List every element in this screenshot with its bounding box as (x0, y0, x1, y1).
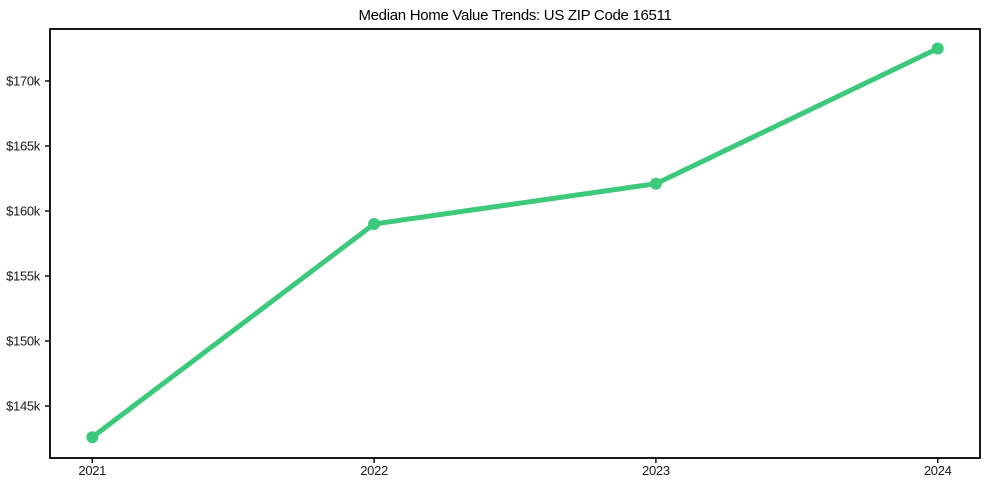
data-point-marker (86, 431, 99, 444)
y-tick-label: $155k (6, 269, 41, 284)
y-tick-label: $145k (6, 399, 41, 414)
data-point-marker (649, 177, 662, 190)
x-tick-label: 2021 (78, 463, 106, 478)
data-point-marker (931, 42, 944, 55)
plot-border (49, 28, 981, 459)
x-tick-label: 2023 (642, 463, 670, 478)
y-tick-label: $150k (6, 334, 41, 349)
plot-area: $145k $150k $155k $160k $165k $170k 2021 2022 20… (6, 28, 981, 478)
chart-title: Median Home Value Trends: US ZIP Code 16… (358, 7, 671, 24)
x-tick-label: 2022 (360, 463, 388, 478)
trend-line (89, 46, 941, 440)
y-tick-label: $160k (6, 204, 41, 219)
y-tick-label: $170k (6, 74, 41, 89)
y-tick-label: $165k (6, 139, 41, 154)
data-point-marker (368, 218, 381, 230)
x-tick-label: 2024 (924, 463, 952, 478)
